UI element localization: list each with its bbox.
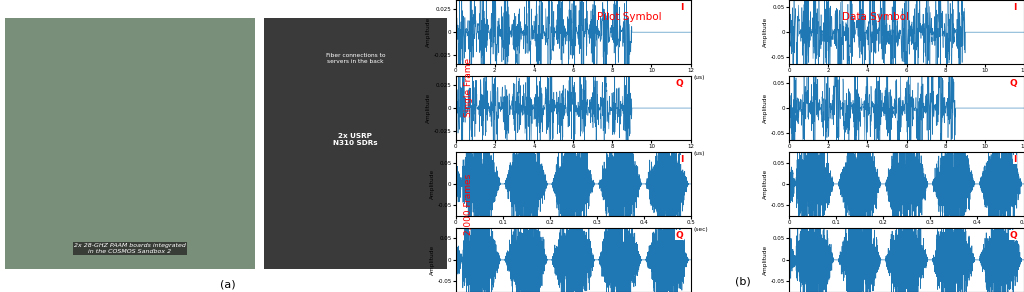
Y-axis label: Amplitude: Amplitude	[426, 93, 431, 123]
Y-axis label: Amplitude: Amplitude	[429, 245, 434, 275]
Text: Q: Q	[676, 79, 683, 88]
Bar	[264, 18, 446, 269]
Text: Q: Q	[1010, 79, 1017, 88]
Text: Single Frame: Single Frame	[465, 58, 473, 117]
Text: Data Symbol: Data Symbol	[842, 12, 909, 22]
Text: Pilot Symbol: Pilot Symbol	[597, 12, 663, 22]
Text: (us): (us)	[693, 75, 705, 80]
Y-axis label: Amplitude: Amplitude	[763, 17, 768, 47]
Text: 2x 28-GHZ PAAM boards integrated
in the COSMOS Sandbox 2: 2x 28-GHZ PAAM boards integrated in the …	[74, 243, 185, 254]
Bar	[4, 18, 255, 269]
Text: I: I	[680, 155, 683, 164]
Text: Q: Q	[676, 231, 683, 240]
Text: (b): (b)	[734, 276, 751, 286]
Y-axis label: Amplitude: Amplitude	[763, 245, 768, 275]
Text: I: I	[680, 3, 683, 12]
Y-axis label: Amplitude: Amplitude	[426, 17, 431, 47]
Text: I: I	[1014, 155, 1017, 164]
Text: (sec): (sec)	[693, 227, 708, 232]
Text: I: I	[1014, 3, 1017, 12]
Y-axis label: Amplitude: Amplitude	[429, 169, 434, 199]
Text: 2x USRP
N310 SDRs: 2x USRP N310 SDRs	[333, 133, 378, 146]
Text: Q: Q	[1010, 231, 1017, 240]
Y-axis label: Amplitude: Amplitude	[763, 169, 768, 199]
Text: (us): (us)	[693, 151, 705, 156]
Y-axis label: Amplitude: Amplitude	[763, 93, 768, 123]
Text: Fiber connections to
servers in the back: Fiber connections to servers in the back	[326, 53, 385, 64]
Text: (a): (a)	[220, 279, 236, 289]
Text: 2,000 Frames: 2,000 Frames	[465, 174, 473, 235]
